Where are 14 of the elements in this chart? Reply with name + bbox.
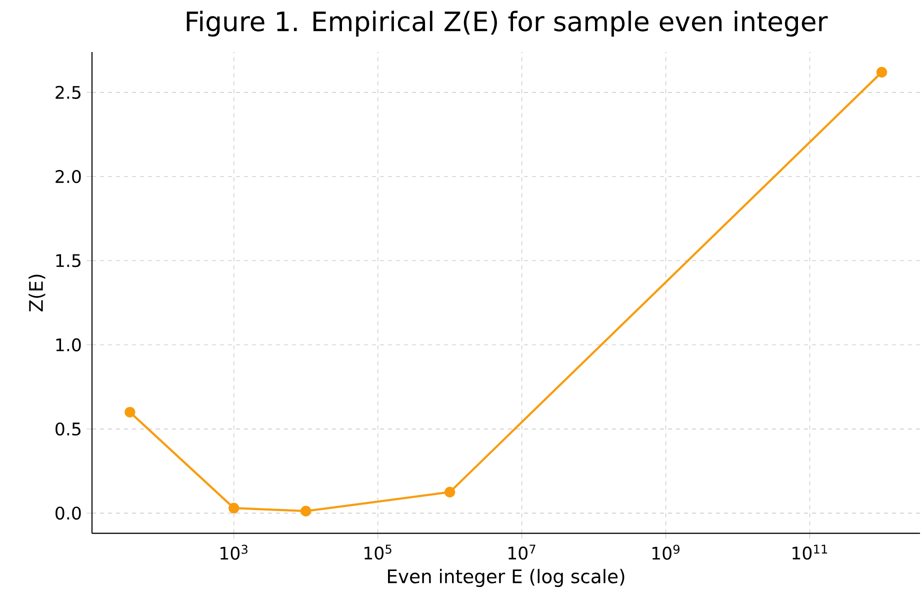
chart-title: Figure 1. Empirical Z(E) for sample even integer [186, 10, 828, 37]
x-tick-label: 10$^{7}$ [508, 544, 536, 560]
x-tick-label: 10$^{9}$ [652, 544, 680, 560]
x-tick-label: 10$^{3}$ [220, 544, 248, 560]
y-tick-label: 1.0 [56, 338, 81, 352]
y-tick-label: 0.0 [56, 506, 81, 520]
y-tick-label: 0.5 [56, 422, 80, 436]
y-tick-label: 2.5 [56, 86, 80, 99]
y-axis-title: Z(E) [28, 274, 46, 312]
y-tick-label: 1.5 [56, 254, 80, 268]
x-axis-title: Even integer E (log scale) [388, 568, 624, 587]
y-tick-label: 2.0 [56, 170, 81, 184]
x-tick-label: 10$^{11}$ [792, 544, 828, 560]
x-tick-label: 10$^{5}$ [364, 544, 392, 560]
